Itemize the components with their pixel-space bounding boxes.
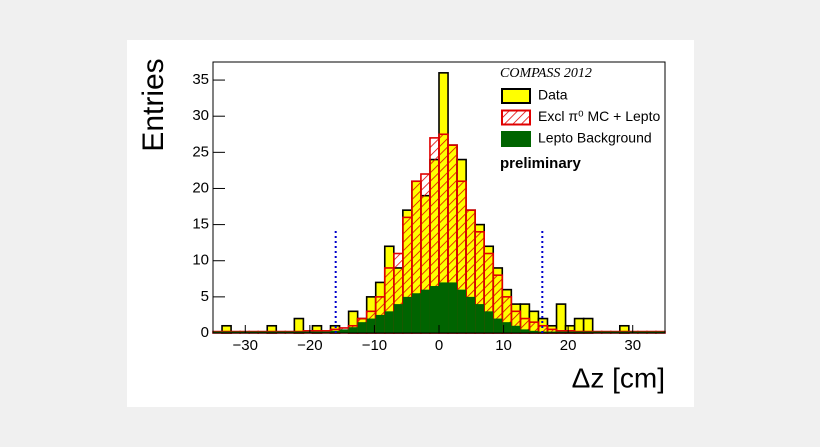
bar — [348, 327, 358, 333]
y-tick-label: 25 — [192, 143, 209, 160]
bar — [556, 331, 566, 333]
bar — [466, 296, 476, 333]
bar — [267, 331, 277, 333]
bar — [511, 325, 521, 333]
bar — [339, 329, 349, 333]
bar — [249, 331, 259, 333]
x-tick-label: −20 — [297, 337, 322, 354]
bar — [555, 303, 567, 334]
bar — [520, 329, 530, 333]
x-tick-label: −30 — [233, 337, 258, 354]
bar — [285, 331, 295, 333]
bar — [294, 331, 304, 333]
bar — [637, 331, 647, 333]
y-tick-label: 0 — [201, 324, 209, 341]
bar — [420, 289, 430, 333]
bar — [393, 304, 403, 333]
bar — [411, 293, 421, 333]
bar — [475, 304, 485, 333]
legend-swatch — [501, 88, 531, 104]
bar — [502, 322, 512, 333]
bar — [628, 331, 638, 333]
x-tick-label: 20 — [560, 337, 577, 354]
y-tick-label: 30 — [192, 107, 209, 124]
legend-title: COMPASS 2012 — [500, 66, 592, 81]
bar — [646, 331, 656, 333]
bar — [439, 282, 449, 333]
bar — [547, 331, 557, 333]
bar — [366, 318, 376, 333]
bar — [583, 331, 593, 333]
bar — [592, 331, 602, 333]
bar — [529, 330, 539, 333]
legend-label: Excl π⁰ MC + Lepto — [538, 108, 660, 124]
legend-swatch — [501, 131, 531, 147]
x-tick-label: −10 — [362, 337, 387, 354]
bar — [619, 331, 629, 333]
y-tick-label: 15 — [192, 216, 209, 233]
bar — [213, 331, 223, 333]
bar — [231, 331, 241, 333]
bar — [493, 318, 503, 333]
y-tick-label: 5 — [201, 288, 209, 305]
bar — [384, 311, 394, 333]
x-axis-label: Δz [cm] — [572, 362, 665, 393]
bar — [484, 311, 494, 333]
bar — [429, 286, 439, 333]
bar — [655, 331, 665, 333]
x-tick-label: 10 — [495, 337, 512, 354]
bar — [402, 296, 412, 333]
bar — [258, 331, 268, 333]
legend-label: Lepto Background — [538, 130, 652, 146]
y-tick-label: 35 — [192, 71, 209, 88]
bar — [574, 331, 584, 333]
bar — [303, 331, 313, 333]
bar — [601, 331, 611, 333]
y-tick-label: 20 — [192, 179, 209, 196]
y-tick-label: 10 — [192, 252, 209, 269]
bar — [448, 282, 458, 333]
bar — [312, 331, 322, 333]
bar — [222, 331, 232, 333]
bar — [357, 322, 367, 333]
legend-label: Data — [538, 87, 568, 103]
bar — [457, 289, 467, 333]
bar — [375, 314, 385, 333]
annotation: preliminary — [500, 155, 582, 172]
y-axis-label: Entries — [137, 58, 170, 151]
bar — [276, 331, 286, 333]
legend-swatch — [501, 109, 531, 126]
bar — [321, 331, 331, 333]
x-tick-label: 0 — [435, 337, 443, 354]
x-tick-label: 30 — [624, 337, 641, 354]
bar — [610, 331, 620, 333]
bar — [565, 331, 575, 333]
bar — [240, 331, 250, 333]
